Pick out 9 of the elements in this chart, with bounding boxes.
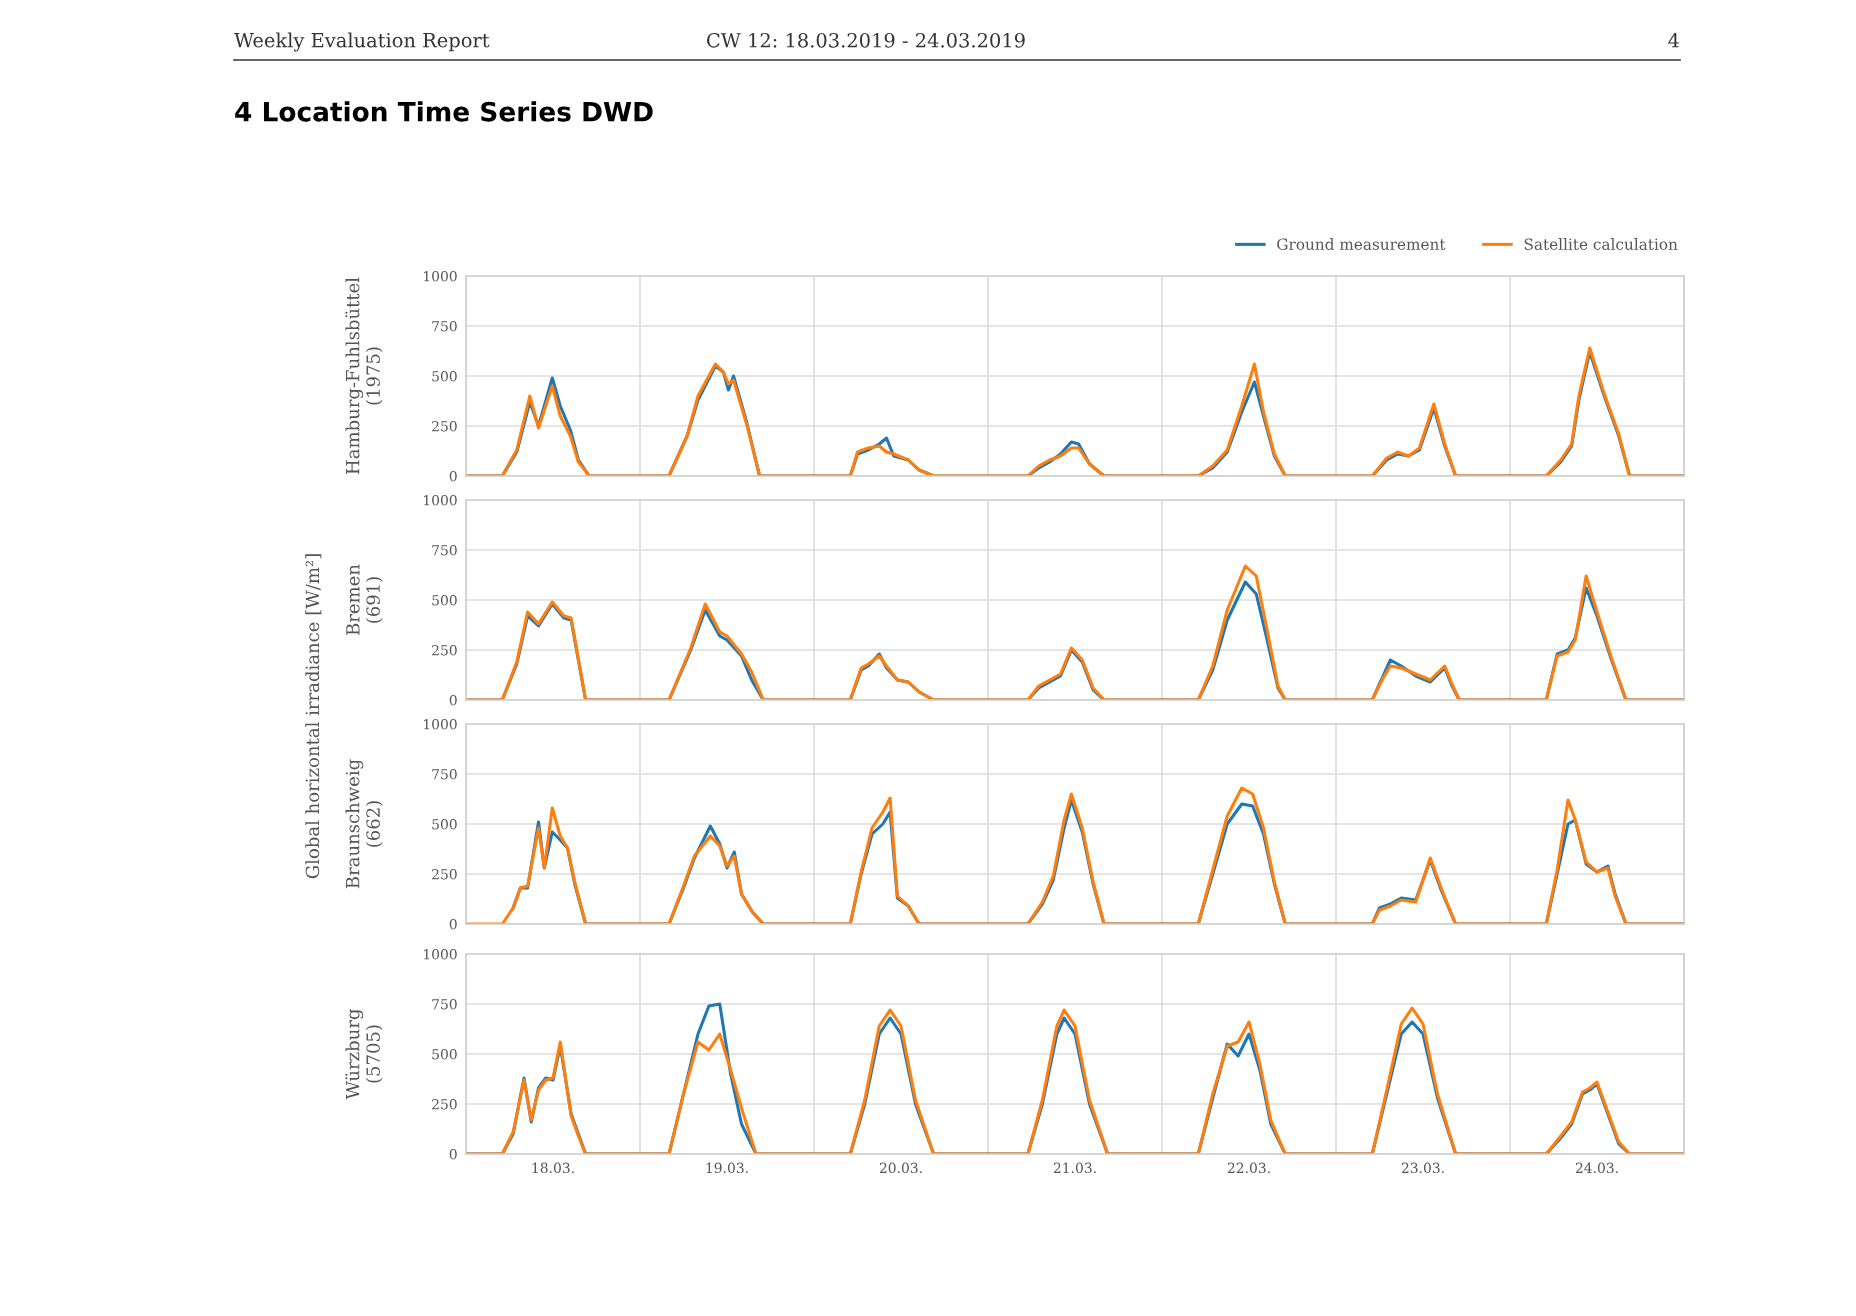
text: CW 12: 18.03.2019 - 24.03.2019 bbox=[707, 32, 1025, 48]
chart-title: 4 Location Time Series DWD bbox=[235, 101, 653, 122]
y-axis-title: Bremen (691) bbox=[346, 564, 383, 636]
text: 4 bbox=[1668, 32, 1680, 48]
text: Weekly Evaluation Report bbox=[234, 32, 490, 52]
text: Global horizontal irradiance [W/m²] bbox=[305, 554, 322, 879]
y-axis-title: Würzburg (5705) bbox=[345, 1009, 383, 1100]
y-axis-title: Hamburg-Fuhlsbüttel (1975) bbox=[345, 277, 383, 475]
y-axis-title: Braunschweig (662) bbox=[345, 759, 383, 889]
